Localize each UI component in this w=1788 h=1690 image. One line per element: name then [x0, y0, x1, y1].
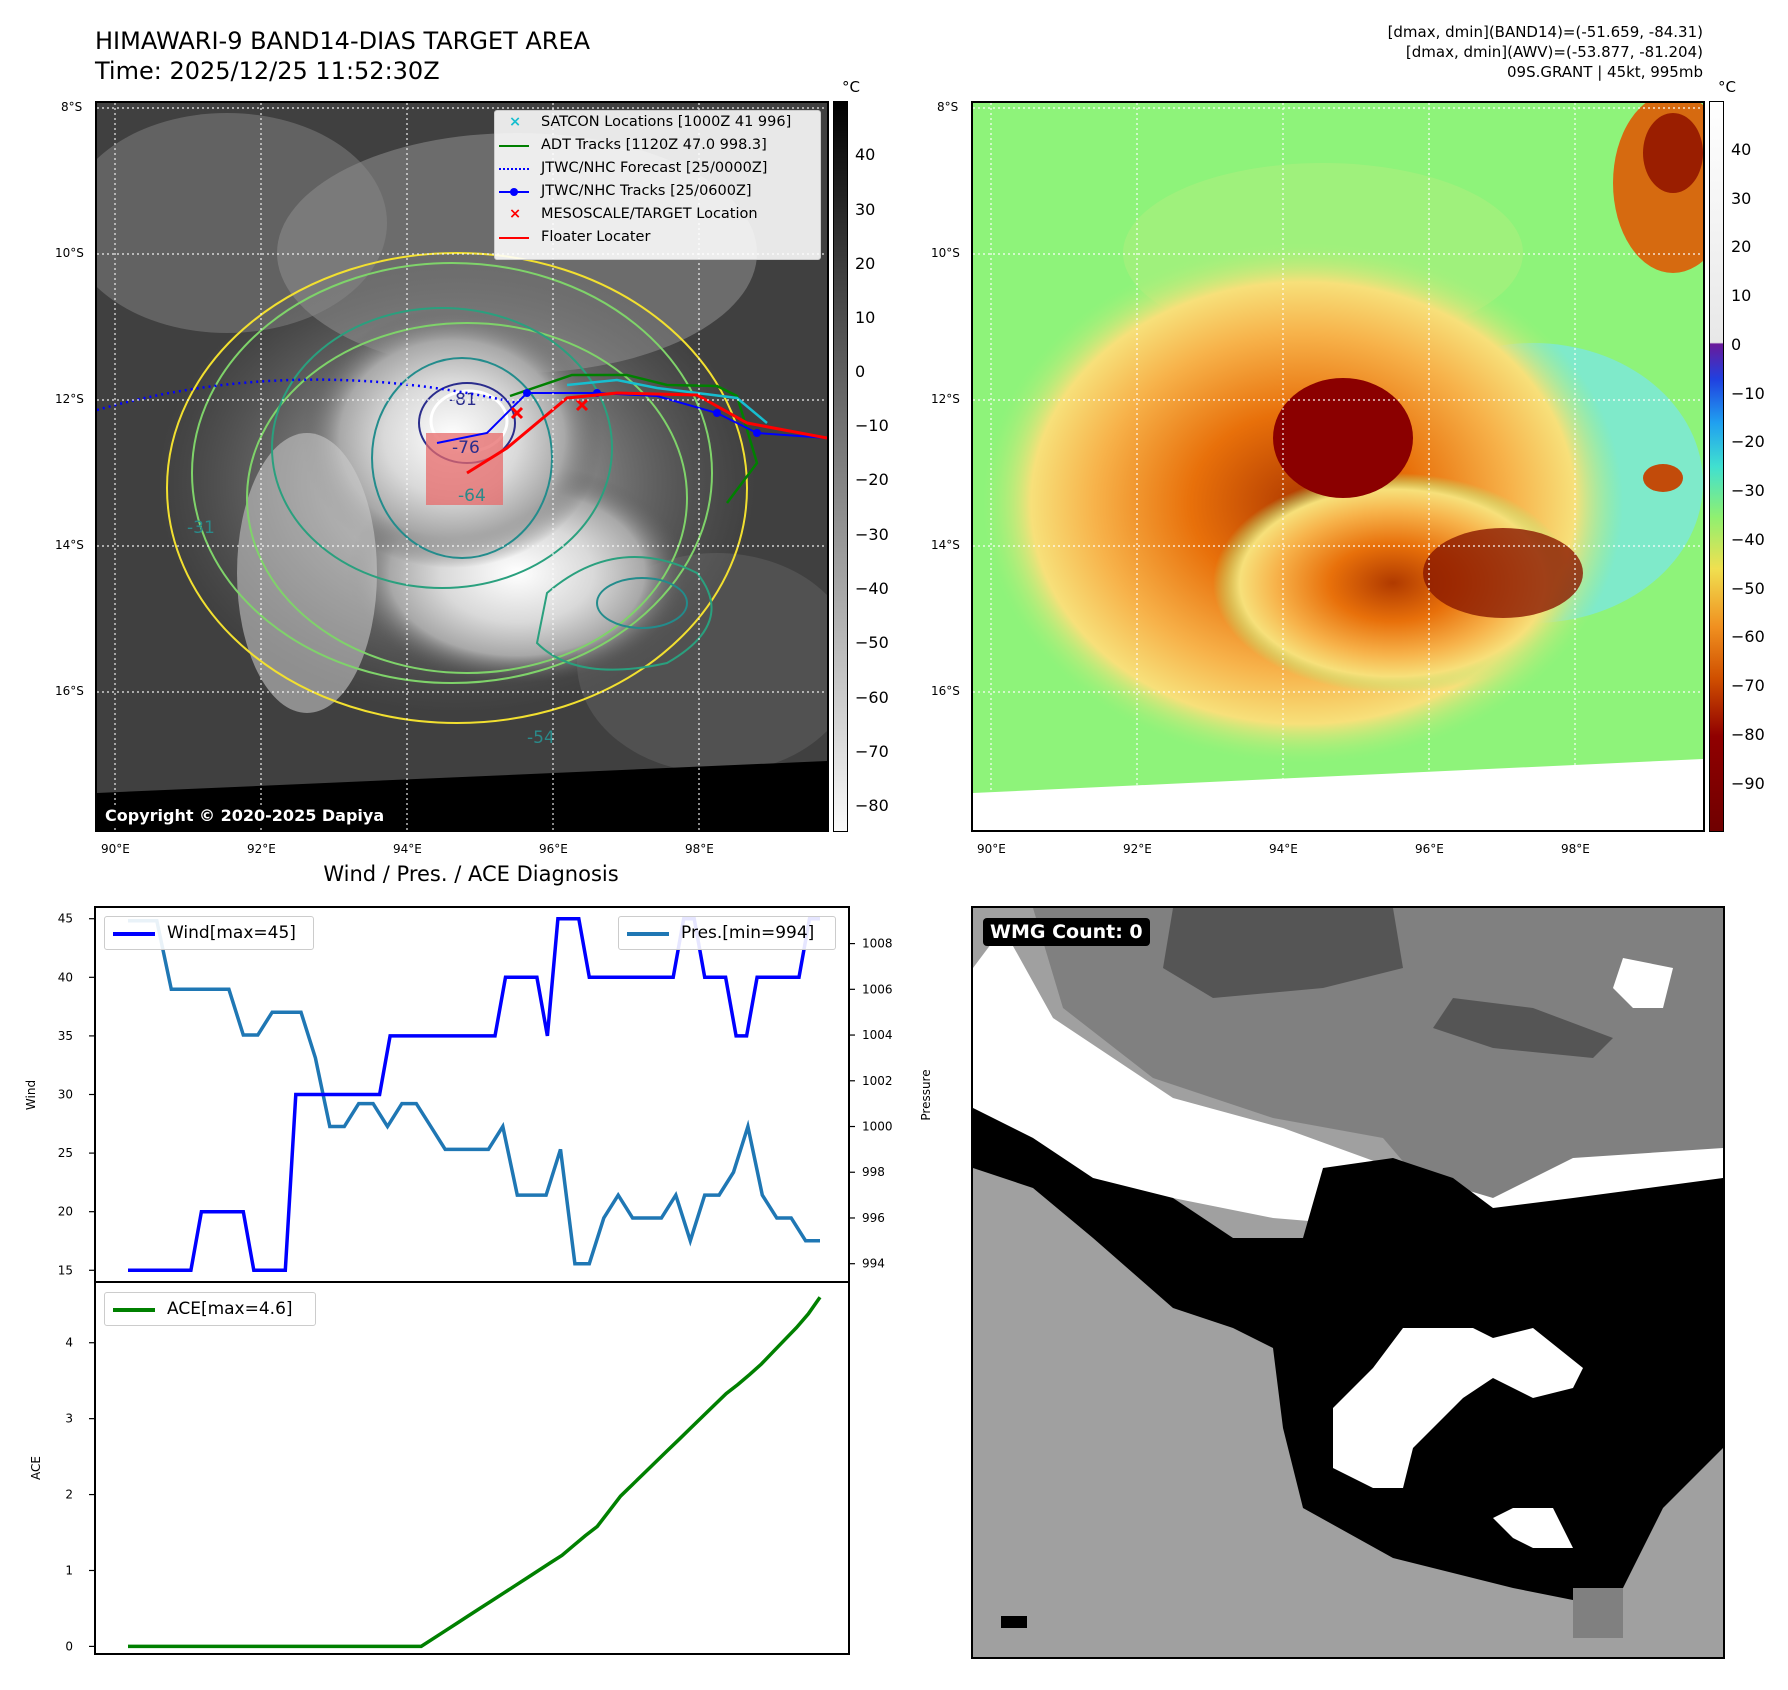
wind-legend: Wind[max=45]: [104, 916, 314, 950]
wind-pres-axes: [94, 906, 850, 1283]
dotted-line-icon: [499, 168, 529, 170]
lat-label: 12°S: [55, 392, 84, 406]
lat-label: 8°S: [937, 100, 959, 114]
tick-label: 1002: [862, 1074, 893, 1088]
tick-label: 45: [58, 912, 73, 926]
tick-label: 1000: [862, 1120, 893, 1134]
x-marker-icon: ×: [509, 206, 522, 222]
legend-item-adt: ADT Tracks [1120Z 47.0 998.3]: [495, 134, 820, 157]
title-line-2: Time: 2025/12/25 11:52:30Z: [95, 57, 440, 85]
lat-label: 14°S: [55, 538, 84, 552]
lat-label: 12°S: [931, 392, 960, 406]
line-marker-icon: [113, 1308, 155, 1312]
legend-item-jtwc-forecast: JTWC/NHC Forecast [25/0000Z]: [495, 157, 820, 180]
tick-label: 4: [65, 1336, 73, 1350]
line-marker-icon: [627, 932, 669, 936]
line-marker-icon: [499, 145, 529, 147]
tick-label: 15: [58, 1263, 73, 1277]
tick-label: 994: [862, 1257, 885, 1271]
info-block: [dmax, dmin](BAND14)=(-51.659, -84.31) […: [1388, 22, 1703, 82]
tick-label: 1006: [862, 982, 893, 996]
floater-box: [426, 433, 503, 505]
tick-label: 998: [862, 1165, 885, 1179]
enhanced-map-panel: [971, 101, 1705, 832]
ace-y-ticks: 0 1 2 3 4: [65, 1336, 95, 1653]
lat-label: 14°S: [931, 538, 960, 552]
lat-label: 10°S: [931, 246, 960, 260]
ir-map-panel: -31 -54 -64 -76 -81: [95, 101, 829, 832]
tick-label: 996: [862, 1211, 885, 1225]
legend-item-target: × MESOSCALE/TARGET Location: [495, 203, 820, 226]
tick-label: 35: [58, 1029, 73, 1043]
pressure-y-ticks: 994 996 998 1000 1002 1004 1006 1008: [849, 937, 893, 1271]
info-line-1: [dmax, dmin](BAND14)=(-51.659, -84.31): [1387, 23, 1703, 41]
legend-item-satcon: × SATCON Locations [1000Z 41 996]: [495, 111, 820, 134]
contour-label: -31: [187, 518, 215, 538]
pressure-legend: Pres.[min=994]: [618, 916, 836, 950]
lon-label: 98°E: [1561, 842, 1590, 856]
figure-title: HIMAWARI-9 BAND14-DIAS TARGET AREA Time:…: [95, 26, 590, 86]
copyright-label: Copyright © 2020-2025 Dapiya: [101, 805, 389, 826]
tick-label: 2: [65, 1488, 73, 1502]
ace-legend: ACE[max=4.6]: [104, 1292, 316, 1326]
colorbar-unit: °C: [842, 78, 860, 96]
lon-label: 90°E: [101, 842, 130, 856]
pressure-series-line: [128, 918, 820, 1266]
info-line-2: [dmax, dmin](AWV)=(-53.877, -81.204): [1405, 43, 1703, 61]
lon-label: 92°E: [247, 842, 276, 856]
ace-axis-label: ACE: [29, 1456, 43, 1480]
enhanced-map-image: [973, 103, 1703, 830]
tick-label: 1004: [862, 1028, 893, 1042]
x-marker-icon: ×: [509, 114, 522, 130]
wind-axis-label: Wind: [24, 1080, 38, 1110]
tick-label: 30: [58, 1088, 73, 1102]
ace-series-line: [128, 1296, 822, 1649]
tick-label: 3: [65, 1412, 73, 1426]
lat-label: 16°S: [931, 684, 960, 698]
lon-label: 94°E: [393, 842, 422, 856]
lon-label: 94°E: [1269, 842, 1298, 856]
enhanced-colorbar: [1709, 101, 1724, 832]
diagnosis-title: Wind / Pres. / ACE Diagnosis: [323, 862, 619, 886]
lat-label: 8°S: [61, 100, 83, 114]
tick-label: 25: [58, 1146, 73, 1160]
ir-colorbar: [833, 101, 848, 832]
contour-label: -76: [452, 438, 480, 458]
lon-label: 96°E: [539, 842, 568, 856]
pressure-axis-label: Pressure: [919, 1069, 933, 1120]
tick-label: 1008: [862, 937, 893, 951]
tick-label: 20: [58, 1205, 73, 1219]
map-legend: × SATCON Locations [1000Z 41 996] ADT Tr…: [494, 110, 821, 260]
wind-series-line: [128, 916, 820, 1273]
legend-item-jtwc-tracks: JTWC/NHC Tracks [25/0600Z]: [495, 180, 820, 203]
wmg-image: [973, 908, 1723, 1657]
lon-label: 92°E: [1123, 842, 1152, 856]
legend-item-floater: Floater Locater: [495, 226, 820, 249]
tick-label: 1: [65, 1563, 73, 1577]
lat-label: 10°S: [55, 246, 84, 260]
lon-label: 90°E: [977, 842, 1006, 856]
wmg-panel: WMG Count: 0: [971, 906, 1725, 1659]
colorbar-unit: °C: [1718, 78, 1736, 96]
line-marker-icon: [499, 237, 529, 239]
title-line-1: HIMAWARI-9 BAND14-DIAS TARGET AREA: [95, 27, 591, 55]
lon-label: 96°E: [1415, 842, 1444, 856]
wmg-count-badge: WMG Count: 0: [983, 918, 1150, 946]
wind-y-ticks: 15 20 25 30 35 40 45: [58, 912, 95, 1277]
line-marker-icon: [113, 932, 155, 936]
lat-label: 16°S: [55, 684, 84, 698]
tick-label: 0: [65, 1639, 73, 1653]
tick-label: 40: [58, 970, 73, 984]
contour-label: -64: [458, 486, 486, 506]
contour-label: -54: [527, 728, 555, 748]
ace-axes: [94, 1281, 850, 1655]
info-line-3: 09S.GRANT | 45kt, 995mb: [1506, 63, 1703, 81]
lon-label: 98°E: [685, 842, 714, 856]
